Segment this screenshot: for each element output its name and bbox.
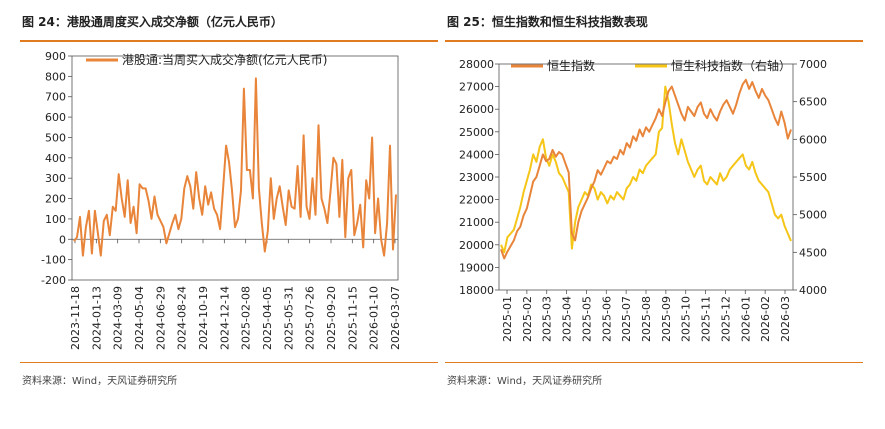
y-tick-label-left: 28000 bbox=[459, 58, 494, 71]
y-tick-label: 500 bbox=[45, 131, 66, 144]
y-tick-label-right: 5000 bbox=[799, 209, 827, 222]
left-chart-title: 图 24：港股通周度买入成交净额（亿元人民币） bbox=[22, 15, 283, 29]
x-tick-label: 2025-11 bbox=[700, 296, 713, 342]
right-chart-panel: 图 25：恒生指数和恒生科技指数表现 18000 19000 20000 21000 2… bbox=[443, 0, 885, 429]
y-tick-label-right: 6500 bbox=[799, 96, 827, 109]
y-tick-label: -200 bbox=[41, 274, 66, 287]
x-tick-label: 2025-06 bbox=[600, 296, 613, 342]
y-tick-label-left: 18000 bbox=[459, 284, 494, 297]
x-tick-label: 2026-02 bbox=[759, 296, 772, 342]
x-tick-label: 2025-09 bbox=[660, 296, 673, 342]
x-tick-label: 2024-05-04 bbox=[133, 286, 146, 350]
y-tick-label-left: 19000 bbox=[459, 261, 494, 274]
x-tick-label: 2025-04-05 bbox=[261, 286, 274, 350]
y-tick-label-left: 27000 bbox=[459, 81, 494, 94]
x-tick-label: 2024-10-19 bbox=[197, 286, 210, 350]
x-tick-label: 2026-03 bbox=[779, 296, 792, 342]
left-title-rule bbox=[20, 40, 438, 42]
x-tick-label: 2025-07-26 bbox=[304, 286, 317, 350]
x-tick-label: 2024-03-09 bbox=[112, 286, 125, 350]
x-tick-label: 2025-03 bbox=[541, 296, 554, 342]
right-chart-title: 图 25：恒生指数和恒生科技指数表现 bbox=[447, 15, 648, 29]
right-chart: 18000 19000 20000 21000 22000 23000 24000 25000… bbox=[459, 58, 827, 342]
x-tick-label: 2025-10 bbox=[680, 296, 693, 342]
y-tick-label: 400 bbox=[45, 152, 66, 165]
x-tick-label: 2025-02-08 bbox=[240, 286, 253, 350]
x-tick-label: 2025-09-20 bbox=[325, 286, 338, 350]
x-tick-label: 2025-12 bbox=[719, 296, 732, 342]
x-tick-label: 2026-03-07 bbox=[389, 286, 402, 350]
y-tick-label: 300 bbox=[45, 172, 66, 185]
series-line-hang-seng-tech bbox=[500, 85, 792, 254]
y-tick-label-left: 26000 bbox=[459, 103, 494, 116]
y-tick-label-left: 24000 bbox=[459, 148, 494, 161]
y-tick-label: 100 bbox=[45, 213, 66, 226]
y-tick-label-right: 6000 bbox=[799, 133, 827, 146]
x-tick-label: 2025-11-15 bbox=[346, 286, 359, 350]
x-tick-label: 2025-08 bbox=[640, 296, 653, 342]
legend-label-hsi: 恒生指数 bbox=[547, 58, 595, 73]
y-tick-label: -100 bbox=[41, 254, 66, 267]
y-tick-label: 0 bbox=[59, 233, 66, 246]
y-tick-label: 700 bbox=[45, 91, 66, 104]
legend-label-hstech: 恒生科技指数（右轴） bbox=[671, 58, 791, 73]
legend-label: 港股通:当周买入成交净额(亿元人民币) bbox=[122, 52, 327, 67]
y-tick-label: 200 bbox=[45, 193, 66, 206]
x-tick-label: 2025-02 bbox=[521, 296, 534, 342]
right-source-text: 资料来源：Wind，天风证券研究所 bbox=[447, 376, 603, 387]
x-tick-label: 2024-12-14 bbox=[218, 286, 231, 350]
y-tick-label-left: 22000 bbox=[459, 194, 494, 207]
y-tick-label-left: 23000 bbox=[459, 171, 494, 184]
x-tick-label: 2023-11-18 bbox=[69, 286, 82, 350]
y-tick-label: 800 bbox=[45, 70, 66, 83]
y-tick-label-right: 4500 bbox=[799, 246, 827, 259]
right-source-rule bbox=[445, 362, 863, 363]
plot-frame bbox=[71, 55, 399, 281]
x-tick-label: 2026-01 bbox=[739, 296, 752, 342]
left-chart-panel: 图 24：港股通周度买入成交净额（亿元人民币） -200 -100 0 100 200 3… bbox=[20, 15, 438, 387]
y-tick-label-right: 5500 bbox=[799, 171, 827, 184]
x-tick-label: 2025-01 bbox=[501, 296, 514, 342]
y-tick-label-left: 21000 bbox=[459, 216, 494, 229]
x-tick-label: 2024-01-13 bbox=[90, 286, 103, 350]
y-tick-label: 900 bbox=[45, 50, 66, 63]
series-line-hang-seng-index bbox=[500, 78, 792, 260]
plot-frame bbox=[498, 63, 794, 291]
x-tick-label: 2024-06-29 bbox=[154, 286, 167, 350]
left-source-text: 资料来源：Wind，天风证券研究所 bbox=[22, 376, 178, 387]
y-tick-label-left: 25000 bbox=[459, 126, 494, 139]
left-source-rule bbox=[20, 362, 438, 363]
x-tick-label: 2024-08-24 bbox=[176, 286, 189, 350]
x-tick-label: 2025-05 bbox=[580, 296, 593, 342]
x-tick-label: 2025-07 bbox=[620, 296, 633, 342]
x-tick-label: 2025-04 bbox=[561, 296, 574, 342]
y-tick-label-right: 7000 bbox=[799, 58, 827, 71]
left-chart: -200 -100 0 100 200 300 400 500 600 700 800 900 2023… bbox=[41, 50, 402, 350]
series-line-hk-connect-net-buy bbox=[73, 77, 397, 257]
x-tick-label: 2026-01-10 bbox=[368, 286, 381, 350]
y-tick-label-left: 20000 bbox=[459, 239, 494, 252]
y-tick-label: 600 bbox=[45, 111, 66, 124]
right-title-rule bbox=[445, 40, 863, 42]
x-tick-label: 2025-05-31 bbox=[282, 286, 295, 350]
y-tick-label-right: 4000 bbox=[799, 284, 827, 297]
